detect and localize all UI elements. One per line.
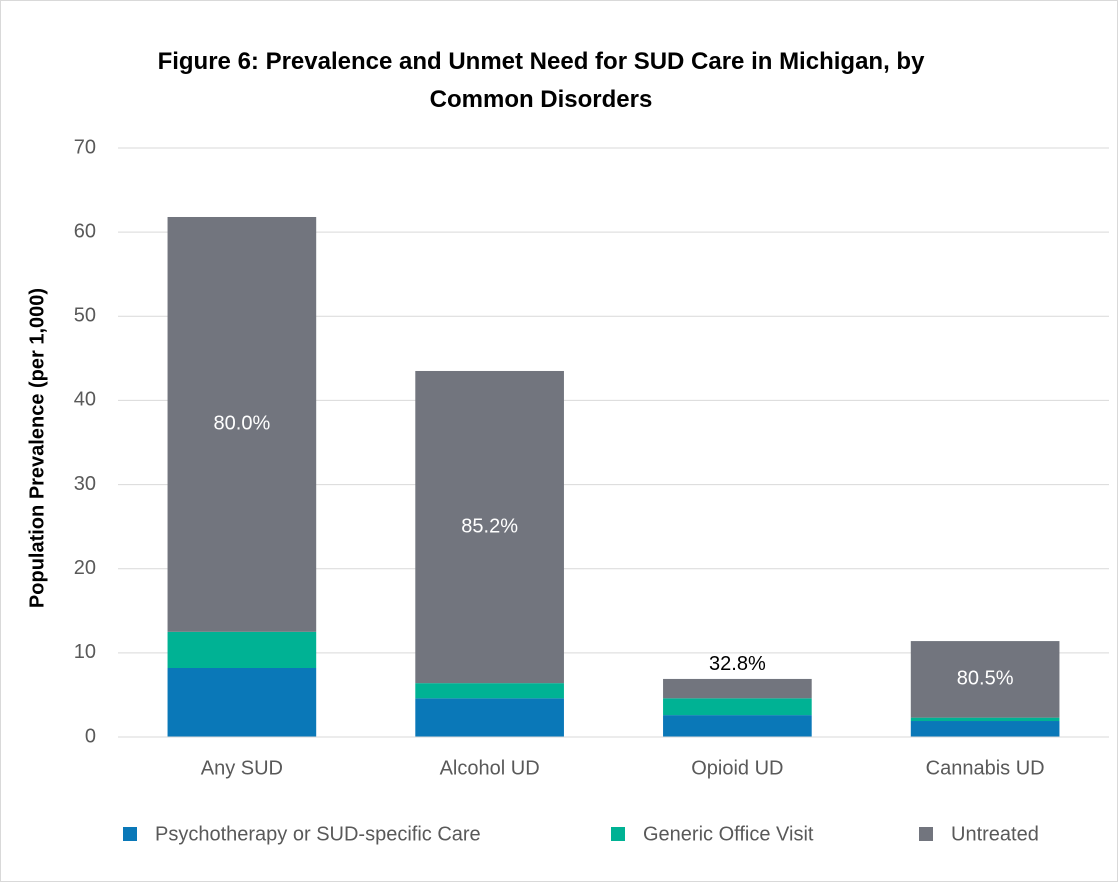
x-tick-label: Opioid UD <box>691 757 783 779</box>
x-tick-label: Cannabis UD <box>926 757 1045 779</box>
bar-segment <box>415 698 564 737</box>
y-tick-label: 20 <box>74 557 96 579</box>
bar-segment <box>415 370 564 684</box>
bar-label: 80.5% <box>957 668 1014 690</box>
bar-label: 80.0% <box>214 413 271 435</box>
y-tick-label: 60 <box>74 220 96 242</box>
chart-title: Figure 6: Prevalence and Unmet Need for … <box>157 48 925 113</box>
bar-segment <box>167 668 317 737</box>
bar-segment <box>167 216 317 632</box>
bar-segment <box>663 715 812 737</box>
bar-label: 32.8% <box>709 653 766 675</box>
legend-swatch <box>919 827 933 841</box>
legend-label: Psychotherapy or SUD-specific Care <box>155 823 481 845</box>
bar-segment <box>663 698 812 716</box>
y-tick-label: 10 <box>74 641 96 663</box>
bar-label: 85.2% <box>461 515 518 537</box>
y-axis-label: Population Prevalence (per 1,000) <box>26 288 48 608</box>
legend-label: Generic Office Visit <box>643 823 814 845</box>
bar-segment <box>415 683 564 699</box>
y-tick-label: 40 <box>74 389 96 411</box>
bar-segment <box>910 721 1060 737</box>
legend-swatch <box>123 827 137 841</box>
bar-segment <box>663 678 812 699</box>
bar-segment <box>910 641 1060 718</box>
bar-segment <box>910 717 1060 722</box>
legend-label: Untreated <box>951 823 1039 845</box>
x-tick-label: Alcohol UD <box>440 757 540 779</box>
y-tick-label: 50 <box>74 305 96 327</box>
bar-segment <box>167 631 317 669</box>
legend-swatch <box>611 827 625 841</box>
y-tick-label: 70 <box>74 136 96 158</box>
y-tick-label: 0 <box>85 725 96 747</box>
y-tick-label: 30 <box>74 473 96 495</box>
x-tick-label: Any SUD <box>201 757 283 779</box>
